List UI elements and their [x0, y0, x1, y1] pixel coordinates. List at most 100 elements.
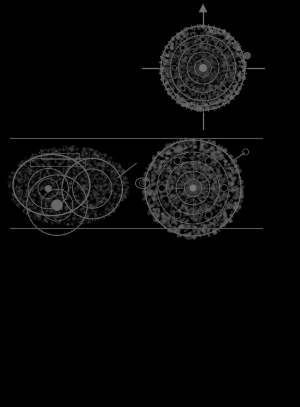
Point	[70, 153, 75, 159]
Point	[189, 186, 194, 193]
Point	[223, 211, 227, 217]
Point	[234, 48, 239, 54]
Point	[194, 31, 198, 37]
Point	[201, 65, 206, 71]
Point	[216, 193, 221, 199]
Point	[211, 31, 216, 37]
Point	[50, 189, 55, 196]
Point	[16, 161, 21, 168]
Point	[188, 231, 192, 237]
Point	[176, 232, 181, 239]
Point	[172, 140, 176, 146]
Point	[175, 60, 179, 66]
Point	[208, 63, 213, 69]
Point	[228, 77, 233, 83]
Point	[192, 66, 197, 72]
Point	[214, 60, 218, 66]
Point	[20, 173, 25, 179]
Point	[170, 168, 175, 175]
Point	[45, 177, 50, 183]
Point	[189, 172, 194, 178]
Point	[213, 196, 218, 203]
Point	[78, 177, 83, 184]
Point	[207, 56, 212, 62]
Point	[41, 163, 46, 169]
Point	[195, 182, 200, 189]
Point	[188, 171, 193, 178]
Point	[199, 68, 203, 75]
Point	[183, 177, 188, 184]
Point	[18, 195, 23, 201]
Point	[73, 154, 78, 161]
Point	[92, 166, 97, 172]
Point	[206, 82, 211, 89]
Point	[189, 192, 194, 199]
Point	[163, 52, 168, 58]
Point	[43, 179, 47, 186]
Point	[183, 176, 188, 182]
Point	[81, 158, 86, 164]
Point	[179, 174, 184, 181]
Point	[209, 72, 214, 79]
Point	[196, 175, 200, 181]
Point	[233, 88, 238, 95]
Point	[48, 179, 53, 186]
Point	[194, 143, 199, 149]
Point	[205, 70, 209, 77]
Point	[202, 73, 206, 79]
Point	[10, 194, 15, 201]
Point	[230, 63, 235, 70]
Point	[189, 161, 194, 167]
Point	[53, 192, 58, 198]
Point	[67, 213, 71, 219]
Point	[26, 208, 31, 214]
Point	[27, 166, 32, 173]
Point	[185, 60, 190, 66]
Point	[39, 208, 44, 215]
Point	[221, 79, 226, 85]
Point	[229, 70, 234, 77]
Point	[80, 186, 84, 193]
Point	[170, 198, 175, 204]
Point	[57, 213, 62, 219]
Point	[14, 196, 19, 203]
Point	[187, 231, 191, 237]
Point	[57, 219, 62, 225]
Point	[198, 85, 203, 92]
Point	[201, 69, 206, 76]
Point	[212, 38, 217, 44]
Point	[218, 194, 223, 200]
Point	[175, 157, 180, 164]
Point	[203, 70, 208, 76]
Point	[103, 181, 108, 187]
Point	[192, 179, 197, 186]
Point	[221, 67, 226, 73]
Point	[223, 68, 228, 74]
Point	[181, 190, 185, 197]
Point	[178, 212, 183, 219]
Point	[176, 95, 180, 101]
Point	[181, 199, 186, 206]
Point	[181, 40, 186, 47]
Point	[242, 68, 246, 74]
Point	[181, 78, 185, 85]
Point	[202, 62, 207, 69]
Point	[175, 138, 180, 145]
Point	[167, 214, 171, 221]
Point	[29, 190, 34, 196]
Point	[144, 190, 149, 196]
Point	[17, 159, 22, 166]
Point	[198, 34, 203, 40]
Point	[211, 221, 215, 227]
Point	[163, 165, 168, 172]
Point	[206, 47, 211, 53]
Point	[208, 61, 213, 68]
Point	[57, 177, 62, 184]
Point	[185, 180, 190, 187]
Point	[68, 145, 72, 152]
Point	[38, 173, 43, 179]
Point	[197, 70, 202, 77]
Point	[64, 195, 68, 202]
Point	[26, 206, 31, 212]
Point	[92, 208, 97, 214]
